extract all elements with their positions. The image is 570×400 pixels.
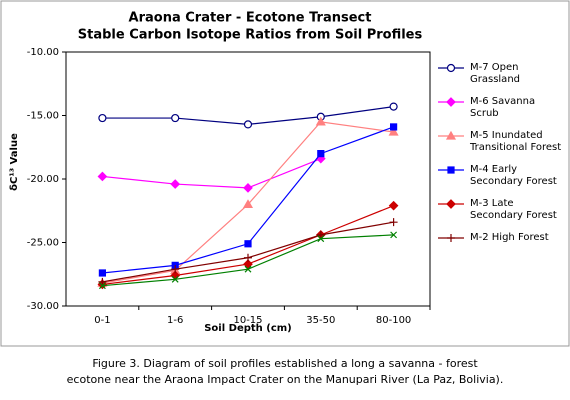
marker <box>316 230 325 239</box>
legend-swatch <box>438 234 464 242</box>
x-axis-label: Soil Depth (cm) <box>204 323 292 334</box>
marker <box>317 235 325 243</box>
marker <box>388 126 399 136</box>
legend-swatch <box>438 199 464 209</box>
marker <box>243 120 253 129</box>
marker <box>242 199 254 208</box>
legend-label: M-4 Early Secondary Forest <box>470 164 557 187</box>
y-axis-label: δC¹³ Value <box>9 133 20 191</box>
marker <box>244 253 252 262</box>
marker <box>446 199 456 209</box>
marker <box>98 277 107 286</box>
marker <box>171 113 180 123</box>
marker <box>171 275 179 283</box>
marker <box>243 259 253 269</box>
marker <box>244 265 252 273</box>
series-line <box>102 158 322 189</box>
caption-line: ecotone near the Araona Impact Crater on… <box>66 373 504 386</box>
legend-label: M-2 High Forest <box>470 232 549 243</box>
marker <box>389 218 398 227</box>
legend-item: M-6 Savanna Scrub <box>436 96 566 120</box>
y-tick-label: -15.00 <box>27 111 59 122</box>
caption-line: Figure 3. Diagram of soil profiles estab… <box>92 357 478 370</box>
y-tick-label: -30.00 <box>27 301 59 312</box>
legend-swatch <box>438 166 464 174</box>
marker <box>390 231 398 239</box>
chart-subtitle: Stable Carbon Isotope Ratios from Soil P… <box>78 28 423 43</box>
x-tick-label: 1-6 <box>167 315 183 326</box>
y-tick-label: -25.00 <box>27 238 59 249</box>
x-tick-label: 35-50 <box>306 315 335 326</box>
marker <box>445 130 457 140</box>
marker <box>390 123 398 131</box>
marker <box>447 166 455 174</box>
legend-label: M-5 Inundated Transitional Forest <box>470 130 562 153</box>
marker <box>446 63 456 73</box>
caption: Figure 3. Diagram of soil profiles estab… <box>0 356 570 388</box>
y-tick-label: -10.00 <box>27 47 59 58</box>
legend-label: M-3 Late Secondary Forest <box>470 198 557 221</box>
legend-item: M-7 Open Grassland <box>436 62 566 86</box>
marker <box>446 97 456 107</box>
marker <box>317 150 325 158</box>
marker <box>389 102 398 111</box>
y-tick-label: -20.00 <box>27 174 59 185</box>
legend-swatch <box>438 63 464 73</box>
marker <box>315 116 326 126</box>
legend-label: M-6 Savanna Scrub <box>470 96 536 119</box>
marker <box>98 113 107 123</box>
legend-item: M-4 Early Secondary Forest <box>436 164 566 188</box>
legend-item: M-5 Inundated Transitional Forest <box>436 130 566 154</box>
marker <box>98 269 107 277</box>
marker <box>447 234 455 242</box>
x-tick-label: 80-100 <box>376 315 411 326</box>
x-tick-label: 10-15 <box>233 315 262 326</box>
marker <box>388 200 399 211</box>
legend-label: M-7 Open Grassland <box>470 62 520 85</box>
marker <box>170 179 181 189</box>
marker <box>98 282 106 290</box>
marker <box>97 171 108 182</box>
legend: M-7 Open Grassland M-6 Savanna Scrub M-5 I… <box>436 62 566 254</box>
legend-swatch <box>438 97 464 107</box>
marker <box>171 265 180 274</box>
marker <box>243 183 253 193</box>
legend-swatch <box>438 130 464 140</box>
marker <box>244 240 252 248</box>
x-tick-label: 0-1 <box>94 315 110 326</box>
chart-title: Araona Crater - Ecotone Transect <box>129 11 372 26</box>
legend-item: M-2 High Forest <box>436 232 566 244</box>
legend-item: M-3 Late Secondary Forest <box>436 198 566 222</box>
